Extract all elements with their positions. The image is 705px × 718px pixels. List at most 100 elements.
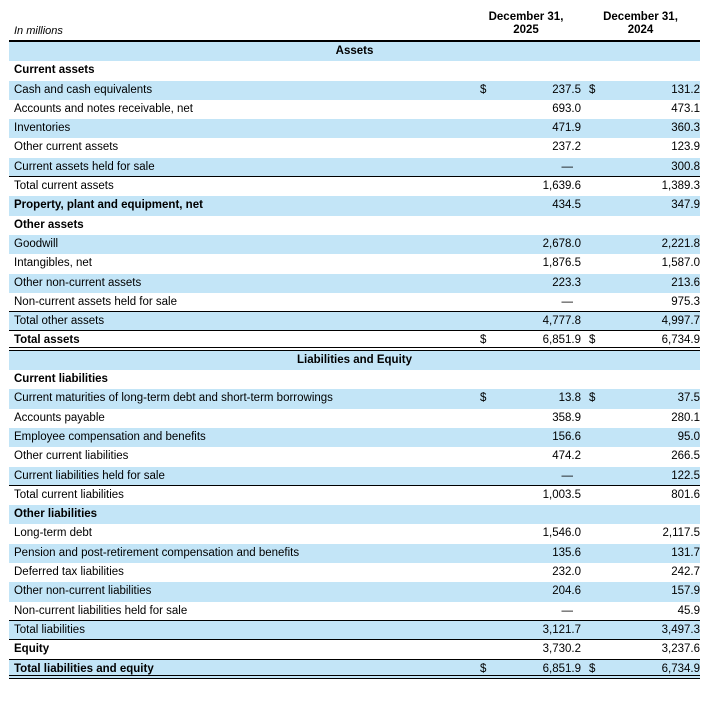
section-band-label: Assets (335, 45, 374, 57)
currency-symbol-2025 (471, 119, 491, 138)
value-2025: 358.9 (552, 411, 581, 424)
row-label: Intangibles, net (14, 257, 93, 270)
value-2024: 2,221.8 (661, 237, 700, 250)
value-2024: 280.1 (671, 411, 700, 424)
value-2024: 213.6 (671, 276, 700, 289)
value-2024: 6,734.9 (661, 662, 700, 675)
value-2024: 37.5 (677, 392, 700, 405)
currency-symbol-2024 (581, 640, 601, 658)
currency-symbol-2025 (471, 621, 491, 639)
currency-symbol-2024 (581, 409, 601, 428)
value-2025 (491, 216, 581, 235)
table-row: Current maturities of long-term debt and… (9, 389, 700, 409)
currency-symbol-2024: $ (589, 392, 596, 405)
col-header-2024-line2: 2024 (627, 24, 654, 36)
currency-symbol-2025 (471, 61, 491, 80)
value-2025: 471.9 (552, 122, 581, 135)
col-header-2025-line2: 2025 (513, 24, 539, 36)
subsection-header-row: Other liabilities (9, 505, 700, 525)
value-2024: 300.8 (671, 160, 700, 173)
table-row: Current liabilities held for sale — 122.5 (9, 466, 700, 486)
currency-symbol-2025: $ (480, 83, 487, 96)
value-2025: 3,121.7 (542, 623, 581, 636)
row-label: Accounts and notes receivable, net (14, 102, 194, 115)
value-2025 (491, 370, 581, 389)
currency-symbol-2025 (471, 640, 491, 658)
currency-symbol-2025 (471, 235, 491, 254)
currency-symbol-2025 (471, 409, 491, 428)
value-2025: 237.5 (552, 83, 581, 96)
currency-symbol-2025: $ (480, 334, 487, 347)
table-row: Employee compensation and benefits 156.6 9… (9, 427, 700, 448)
table-row: Long-term debt 1,546.0 2,117.5 (9, 524, 700, 543)
value-2024: 975.3 (671, 295, 700, 308)
currency-symbol-2025 (471, 505, 491, 524)
row-label: Inventories (14, 122, 71, 135)
row-label: Equity (14, 643, 50, 656)
currency-symbol-2025 (471, 177, 491, 196)
currency-symbol-2024 (581, 100, 601, 119)
value-2024: 1,587.0 (661, 257, 700, 270)
currency-symbol-2024 (581, 61, 601, 80)
currency-symbol-2024 (581, 602, 601, 620)
section-band-label: Liabilities and Equity (296, 353, 413, 366)
table-row: Total current liabilities 1,003.5 801.6 (9, 486, 700, 505)
table-row: Inventories 471.9 360.3 (9, 119, 700, 139)
table-row: Deferred tax liabilities 232.0 242.7 (9, 563, 700, 582)
table-row: Other current assets 237.2 123.9 (9, 138, 700, 157)
row-label: Non-current liabilities held for sale (14, 604, 188, 617)
currency-symbol-2025 (471, 524, 491, 543)
value-2025: 156.6 (552, 430, 581, 443)
currency-symbol-2025 (471, 196, 491, 215)
value-2025: 6,851.9 (542, 662, 581, 675)
value-2024: 123.9 (671, 141, 700, 154)
row-label: Total liabilities and equity (14, 662, 154, 675)
currency-symbol-2025 (471, 312, 491, 330)
currency-symbol-2025: $ (480, 662, 487, 675)
section-band: Liabilities and Equity (9, 350, 700, 371)
currency-symbol-2025 (471, 582, 491, 601)
value-2025: — (561, 160, 574, 173)
currency-symbol-2025 (471, 274, 491, 293)
subsection-header-row: Other assets (9, 216, 700, 235)
table-header: In millions December 31, 2025 December 3… (9, 2, 700, 42)
value-2025 (491, 505, 581, 524)
currency-symbol-2024 (581, 505, 601, 524)
row-label: Non-current assets held for sale (14, 295, 177, 308)
value-2025: — (561, 295, 574, 308)
table-row: Equity 3,730.2 3,237.6 (9, 640, 700, 660)
row-label: Property, plant and equipment, net (14, 199, 203, 212)
value-2024: 3,497.3 (661, 623, 700, 636)
table-row: Total current assets 1,639.6 1,389.3 (9, 177, 700, 196)
value-2024: 266.5 (671, 450, 700, 463)
row-label: Pension and post-retirement compensation… (14, 546, 300, 559)
value-2024: 122.5 (671, 469, 700, 482)
value-2024: 6,734.9 (661, 334, 700, 347)
value-2024 (601, 505, 700, 524)
table-row: Total other assets 4,777.8 4,997.7 (9, 312, 700, 332)
value-2025: 223.3 (552, 276, 581, 289)
value-2025: 232.0 (552, 566, 581, 579)
value-2024: 801.6 (671, 488, 700, 501)
table-row: Non-current liabilities held for sale — 45… (9, 602, 700, 621)
currency-symbol-2025 (471, 428, 491, 447)
value-2024: 95.0 (677, 430, 700, 443)
col-header-2025-line1: December 31, (488, 11, 564, 23)
currency-symbol-2024 (581, 428, 601, 447)
currency-symbol-2025 (471, 563, 491, 582)
table-row: Accounts payable 358.9 280.1 (9, 409, 700, 428)
currency-symbol-2025 (471, 158, 491, 176)
value-2025: 1,003.5 (542, 488, 581, 501)
value-2025: 1,876.5 (542, 257, 581, 270)
table-row: Pension and post-retirement compensation… (9, 543, 700, 564)
value-2025: 434.5 (552, 199, 581, 212)
value-2025: 474.2 (552, 450, 581, 463)
row-label: Accounts payable (14, 411, 105, 424)
row-label: Other assets (14, 218, 84, 231)
table-row: Total liabilities and equity $6,851.9 $6,7… (9, 659, 700, 679)
value-2024: 1,389.3 (661, 180, 700, 193)
col-header-2024-line1: December 31, (603, 11, 678, 23)
row-label: Deferred tax liabilities (14, 566, 124, 579)
table-row: Intangibles, net 1,876.5 1,587.0 (9, 254, 700, 273)
value-2025: 204.6 (552, 585, 581, 598)
